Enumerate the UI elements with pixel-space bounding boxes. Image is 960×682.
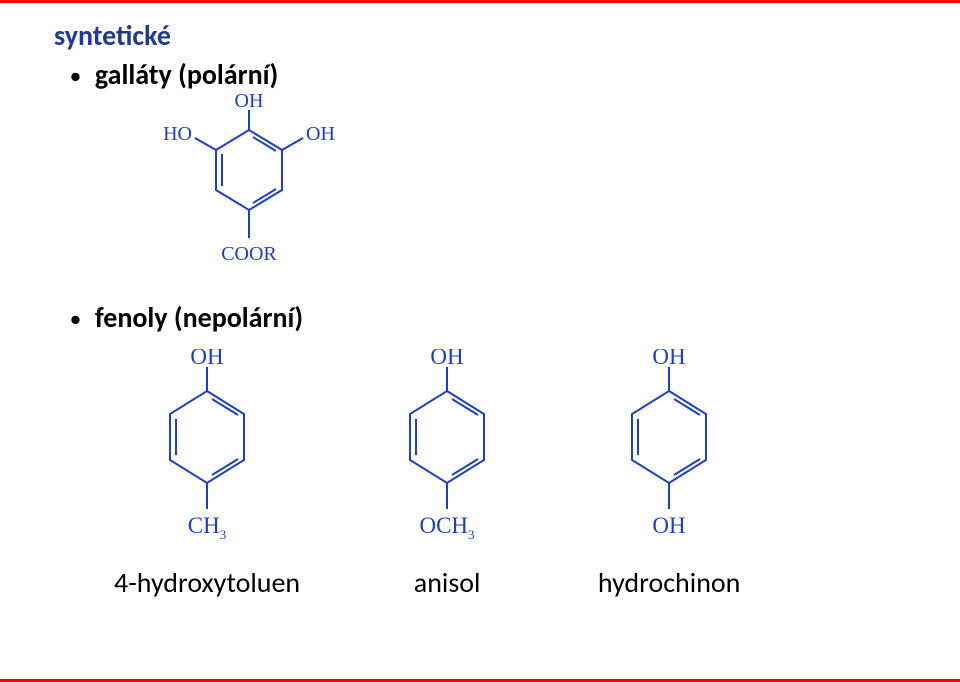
phenol-hydroxytoluene: OH CH3 4-hydroxytoluen xyxy=(114,349,300,600)
svg-text:OH: OH xyxy=(190,349,223,369)
phenol-svg-1: OH OCH3 xyxy=(372,349,522,559)
phenols-row: OH CH3 4-hydroxytoluen OH OCH3 anisol xyxy=(114,349,904,600)
svg-text:CH3: CH3 xyxy=(188,513,226,542)
phenol-svg-0: OH CH3 xyxy=(132,349,282,559)
phenol-caption-0: 4-hydroxytoluen xyxy=(114,565,300,600)
phenol-svg-2: OH OH xyxy=(594,349,744,559)
phenol-anisole: OH OCH3 anisol xyxy=(372,349,522,600)
bullet-gallates-group: galláty (polární) xyxy=(95,57,278,92)
phenol-hydroquinone: OH OH hydrochinon xyxy=(594,349,744,600)
bullet-phenols-label: fenoly (nepolární) xyxy=(95,300,303,335)
svg-text:COOR: COOR xyxy=(221,243,277,265)
phenol-caption-1: anisol xyxy=(414,565,481,600)
svg-text:OH: OH xyxy=(653,513,686,538)
svg-text:OH: OH xyxy=(235,92,264,112)
svg-text:OH: OH xyxy=(431,349,464,369)
bullet-phenols: ● fenoly (nepolární) xyxy=(70,300,904,335)
gallate-svg: OH HO OH COOR xyxy=(154,92,344,277)
bullet-dot-icon: ● xyxy=(70,67,81,85)
svg-text:OH: OH xyxy=(306,123,335,145)
phenol-caption-2: hydrochinon xyxy=(598,565,741,600)
slide-top-border xyxy=(0,0,960,3)
bullet-gallates-label: galláty (polární) xyxy=(95,57,278,92)
bullet-gallates: ● galláty (polární) xyxy=(70,57,904,92)
bullet-dot-icon: ● xyxy=(70,310,81,328)
svg-text:HO: HO xyxy=(163,123,192,145)
slide-content: syntetické ● galláty (polární) xyxy=(54,18,904,600)
gallate-structure: OH HO OH COOR xyxy=(154,92,904,282)
svg-text:OH: OH xyxy=(653,349,686,369)
heading-synteticke: syntetické xyxy=(54,18,904,53)
svg-text:OCH3: OCH3 xyxy=(420,513,475,542)
